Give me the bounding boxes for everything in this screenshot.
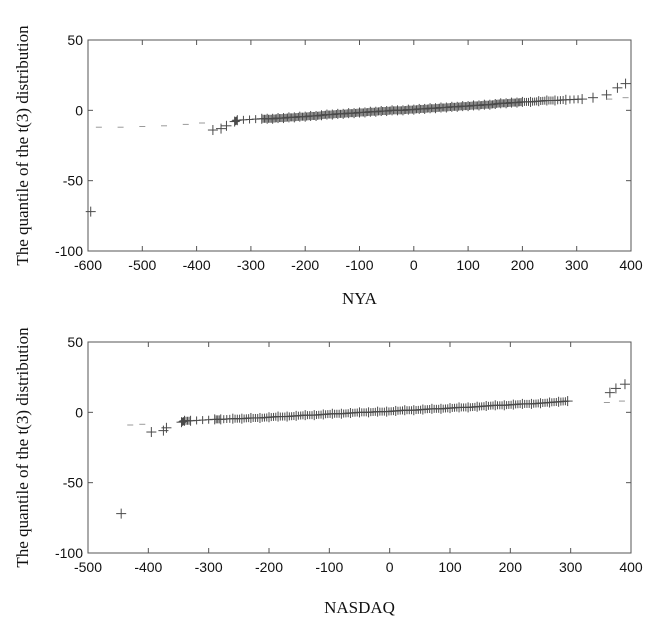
x-tick-label: 300	[559, 559, 583, 575]
chart-panel-nasdaq: -500 -400 -300 -200 -100 0 100 200 300 400500-50-…	[13, 327, 643, 617]
y-tick-label: -100	[55, 243, 83, 259]
y-axis-label: The quantile of the t(3) distribution	[13, 25, 32, 266]
data-point	[620, 78, 631, 89]
data-point	[574, 95, 583, 104]
x-tick-label: 200	[499, 559, 523, 575]
data-point	[161, 422, 172, 433]
x-axis-label: NYA	[342, 289, 378, 308]
data-point	[204, 415, 213, 424]
y-tick-label: 50	[67, 32, 83, 48]
x-tick-label: 100	[438, 559, 462, 575]
x-tick-label: 400	[619, 257, 643, 273]
x-tick-label: -200	[255, 559, 283, 575]
x-tick-label: -300	[237, 257, 265, 273]
plot-frame	[87, 39, 632, 252]
data-point	[561, 397, 570, 406]
data-point	[619, 379, 630, 390]
x-tick-label: 0	[386, 559, 394, 575]
data-point	[185, 416, 194, 425]
y-tick-label: 0	[75, 102, 83, 118]
y-tick-label: -50	[63, 475, 83, 491]
data-point	[559, 95, 568, 104]
data-point	[601, 89, 612, 100]
x-tick-label: 300	[565, 257, 589, 273]
x-tick-label: -100	[315, 559, 343, 575]
data-point	[116, 508, 127, 519]
x-tick-label: -300	[195, 559, 223, 575]
y-tick-label: -50	[63, 173, 83, 189]
x-tick-label: -100	[345, 257, 373, 273]
chart-panel-nya: -600 -500 -400 -300 -200 -100 0 100 200 300 400500…	[13, 25, 643, 308]
data-point	[610, 383, 621, 394]
plot-frame	[87, 341, 632, 554]
x-tick-label: 0	[410, 257, 418, 273]
x-tick-label: -200	[291, 257, 319, 273]
data-point	[232, 116, 241, 125]
data-point	[587, 92, 598, 103]
x-tick-label: 400	[619, 559, 643, 575]
data-point	[85, 206, 96, 217]
data-point	[207, 125, 218, 136]
y-tick-label: 0	[75, 404, 83, 420]
y-tick-label: -100	[55, 545, 83, 561]
x-tick-label: 200	[511, 257, 535, 273]
x-tick-label: 100	[456, 257, 480, 273]
y-axis-label: The quantile of the t(3) distribution	[13, 327, 32, 568]
x-tick-label: -500	[128, 257, 156, 273]
x-tick-label: -500	[74, 559, 102, 575]
data-point	[146, 427, 157, 438]
data-point	[251, 115, 260, 124]
x-tick-label: -400	[183, 257, 211, 273]
data-point	[612, 82, 623, 93]
y-tick-label: 50	[67, 334, 83, 350]
data-point	[221, 120, 232, 131]
data-point	[604, 387, 615, 398]
x-tick-label: -400	[134, 559, 162, 575]
x-axis-label: NASDAQ	[324, 598, 395, 617]
x-tick-label: -600	[74, 257, 102, 273]
data-point	[216, 123, 227, 134]
